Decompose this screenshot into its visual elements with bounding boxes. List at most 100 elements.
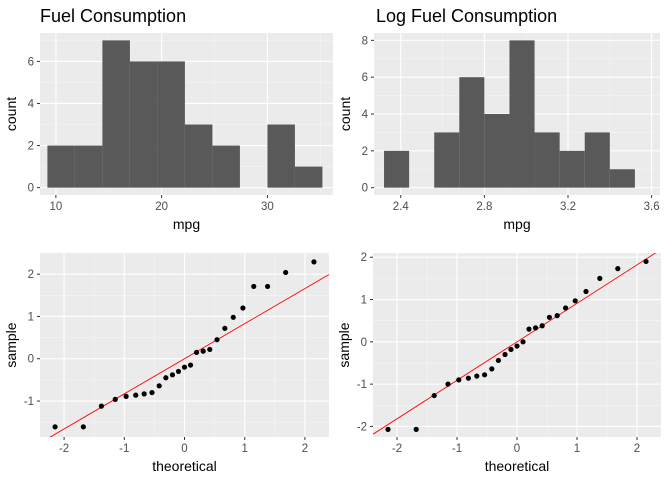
qq-point xyxy=(264,283,271,290)
histogram-bar xyxy=(559,150,585,188)
histogram-bar xyxy=(184,124,213,188)
y-tick-label: 4 xyxy=(362,109,369,121)
qq-point xyxy=(200,348,206,354)
x-axis-title: mpg xyxy=(503,216,530,232)
x-axis-title: theoretical xyxy=(152,458,217,474)
qq-point xyxy=(482,372,488,378)
qq-point xyxy=(222,325,228,331)
panel-qq-logmpg: -2 -1 0 1 2 -2 -1 0 1 2 theoretical sample xyxy=(336,252,661,474)
qq-point xyxy=(597,275,603,281)
y-tick-label: 2 xyxy=(28,269,34,281)
histogram-bar xyxy=(584,132,610,188)
qq-point xyxy=(141,391,147,397)
qq-point xyxy=(546,314,553,320)
qq-point xyxy=(251,283,257,290)
qq-point xyxy=(283,269,289,276)
qq-point xyxy=(156,383,162,389)
y-axis-title: count xyxy=(337,97,353,131)
qq-point xyxy=(385,426,391,432)
data-layer xyxy=(49,259,329,437)
qq-point xyxy=(169,372,176,378)
x-tick-label: -1 xyxy=(452,443,462,455)
histogram-bar xyxy=(534,132,560,188)
qq-point xyxy=(502,351,508,358)
x-tick-label: -2 xyxy=(392,443,402,455)
qq-point xyxy=(311,259,317,265)
x-tick-label: 3.6 xyxy=(644,201,660,213)
x-tick-label: 2 xyxy=(634,443,640,455)
qq-point xyxy=(52,424,58,430)
qq-reference-line xyxy=(373,253,657,435)
y-tick-label: 2 xyxy=(362,146,368,158)
x-tick-label: 3.2 xyxy=(560,201,576,213)
qq-point xyxy=(539,323,545,329)
x-tick-label: 30 xyxy=(261,201,274,213)
qq-point xyxy=(520,339,526,345)
histogram-bar xyxy=(609,169,635,188)
qq-point xyxy=(80,424,86,430)
y-tick-label: 0 xyxy=(28,183,34,195)
histogram-bar xyxy=(212,145,240,188)
histogram-bar xyxy=(129,61,158,188)
y-tick-label: 6 xyxy=(28,56,34,68)
qq-point xyxy=(187,362,194,368)
y-tick-label: 0 xyxy=(362,183,368,195)
y-tick-label: -1 xyxy=(24,396,34,408)
data-layer xyxy=(373,253,657,435)
x-tick-label: 0 xyxy=(181,443,187,455)
qq-point xyxy=(615,266,621,272)
y-tick-label: 0 xyxy=(361,337,367,349)
y-tick-label: 2 xyxy=(28,141,34,153)
qq-reference-line xyxy=(49,274,329,437)
histogram-bar xyxy=(47,145,75,188)
qq-point xyxy=(112,396,118,402)
qq-point xyxy=(193,349,200,356)
qq-point xyxy=(413,426,419,432)
qq-point xyxy=(508,346,514,353)
histogram-bar xyxy=(384,150,410,188)
x-tick-label: 0 xyxy=(514,443,520,455)
qq-point xyxy=(133,392,139,398)
qq-point xyxy=(431,392,437,399)
x-tick-label: 2.4 xyxy=(393,201,410,213)
x-axis-title: mpg xyxy=(173,216,200,232)
qq-point xyxy=(98,403,105,409)
x-tick-label: -1 xyxy=(119,443,129,455)
y-axis-title: sample xyxy=(336,322,352,367)
qq-point xyxy=(643,258,649,265)
panel-hist-mpg: 10 20 30 0 2 4 6 mpg count Fuel Consumption xyxy=(3,6,333,232)
x-tick-label: -2 xyxy=(59,443,69,455)
qq-point xyxy=(240,305,246,311)
panel-hist-logmpg: 2.4 2.8 3.2 3.6 0 2 4 6 8 mpg count Log Fuel Consum… xyxy=(337,6,660,232)
qq-point xyxy=(181,364,188,370)
chart-title: Log Fuel Consumption xyxy=(376,6,557,26)
qq-point xyxy=(214,337,220,343)
qq-point xyxy=(583,288,589,295)
qq-point xyxy=(445,381,451,387)
qq-point xyxy=(163,375,169,381)
qq-point xyxy=(526,326,532,332)
y-tick-label: -1 xyxy=(357,379,367,391)
y-tick-label: 1 xyxy=(28,311,34,323)
histogram-bar xyxy=(294,166,323,188)
y-axis-title: count xyxy=(3,97,19,131)
histogram-bar xyxy=(434,132,460,188)
x-tick-label: 1 xyxy=(242,443,248,455)
qq-point xyxy=(554,313,560,319)
y-tick-label: 1 xyxy=(361,295,367,307)
qq-point xyxy=(230,314,236,320)
histogram-bar xyxy=(459,77,485,188)
qq-point xyxy=(465,375,471,381)
qq-point xyxy=(149,389,155,396)
chart-title: Fuel Consumption xyxy=(40,6,186,26)
qq-point xyxy=(123,393,129,399)
qq-point xyxy=(563,305,569,311)
y-tick-label: 8 xyxy=(362,35,368,47)
data-layer xyxy=(47,40,323,188)
histogram-bar xyxy=(102,40,130,188)
x-axis-title: theoretical xyxy=(485,458,550,474)
qq-point xyxy=(533,325,539,331)
qq-point xyxy=(489,366,495,372)
qq-point xyxy=(495,357,501,364)
